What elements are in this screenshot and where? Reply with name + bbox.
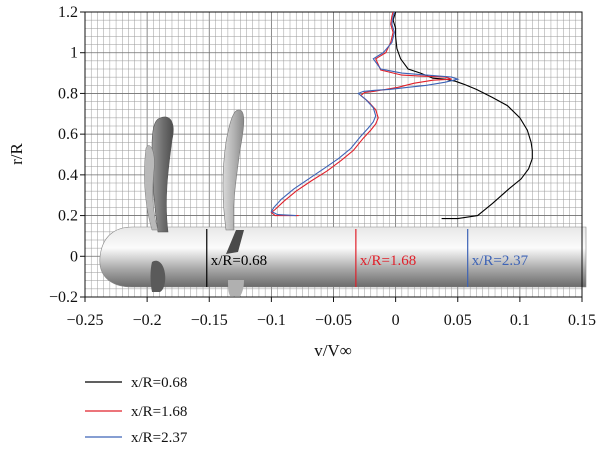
y-tick-label: −0.2 [49,289,78,306]
x-tick-label: 0.15 [568,312,596,329]
x-tick-label: 0.1 [510,312,530,329]
y-tick-labels: −0.2 0 0.2 0.4 0.6 0.8 1 1.2 [49,4,78,306]
y-tick-label: 0.6 [58,126,78,143]
blade-rear-upper [222,109,245,231]
blade-rear-lower [228,280,244,296]
series-line-1 [270,11,452,217]
plot-frame [84,11,583,298]
x-tick-label: 0 [392,312,400,329]
series-line-2 [270,11,460,217]
x-tick-label: −0.1 [257,312,286,329]
x-tick-label: 0.05 [444,312,472,329]
y-tick-label: 1 [70,45,78,62]
y-axis-title: r/R [7,142,26,164]
legend-item: x/R=1.68 [85,404,187,420]
y-tick-label: 0.4 [58,167,78,184]
legend-label-1: x/R=1.68 [131,404,187,420]
axis-ticks [80,11,583,302]
y-tick-label: 0 [70,248,78,265]
blade-front-upper [151,116,174,233]
legend-item: x/R=2.37 [85,430,188,446]
x-tick-label: −0.25 [66,312,103,329]
annotation-label-1: x/R=1.68 [360,253,416,269]
annotation-label-0: x/R=0.68 [211,253,267,269]
series-line-0 [392,11,533,220]
blade-front-lower [150,260,166,292]
x-tick-label: −0.2 [133,312,162,329]
legend-item: x/R=0.68 [85,375,187,391]
y-tick-label: 0.2 [58,208,78,225]
legend-label-0: x/R=0.68 [131,375,187,391]
annotations: x/R=0.68 x/R=1.68 x/R=2.37 [206,229,529,287]
annotation-label-2: x/R=2.37 [472,253,529,269]
blade-rear-root [226,230,244,254]
legend-label-2: x/R=2.37 [131,430,188,446]
x-tick-label: −0.15 [191,312,228,329]
hub-body [99,226,587,288]
x-axis-title: v/V∞ [314,341,352,360]
y-tick-label: 1.2 [58,4,78,21]
x-tick-labels: −0.25 −0.2 −0.15 −0.1 −0.05 0 0.05 0.1 0… [66,312,596,329]
series-lines [270,11,533,220]
x-tick-label: −0.05 [315,312,352,329]
y-tick-label: 0.8 [58,85,78,102]
blade-front-upper-shadow [144,145,159,231]
legend: x/R=0.68 x/R=1.68 x/R=2.37 [85,375,188,446]
propeller-hub-illustration [99,109,587,296]
